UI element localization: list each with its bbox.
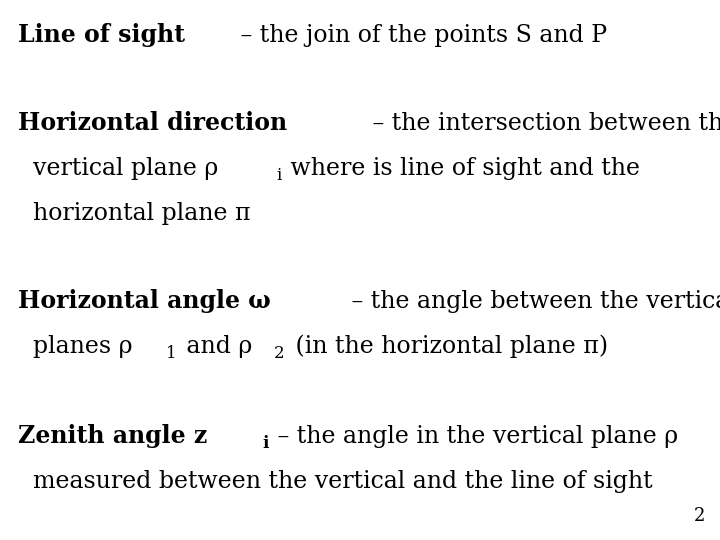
Text: – the intersection between the: – the intersection between the	[365, 112, 720, 135]
Text: Line of sight: Line of sight	[18, 23, 185, 47]
Text: i: i	[276, 167, 282, 184]
Text: 2: 2	[274, 345, 284, 362]
Text: 2: 2	[693, 507, 705, 525]
Text: i: i	[262, 435, 269, 452]
Text: Zenith angle z: Zenith angle z	[18, 424, 207, 448]
Text: – the join of the points S and P: – the join of the points S and P	[233, 24, 608, 47]
Text: horizontal plane π: horizontal plane π	[18, 202, 251, 225]
Text: – the angle in the vertical plane ρ: – the angle in the vertical plane ρ	[271, 425, 678, 448]
Text: where is line of sight and the: where is line of sight and the	[283, 157, 640, 180]
Text: vertical plane ρ: vertical plane ρ	[18, 157, 218, 180]
Text: Horizontal direction: Horizontal direction	[18, 111, 287, 135]
Text: and ρ: and ρ	[179, 335, 253, 358]
Text: (in the horizontal plane π): (in the horizontal plane π)	[288, 334, 608, 358]
Text: 1: 1	[166, 345, 176, 362]
Text: – the angle between the vertical: – the angle between the vertical	[344, 290, 720, 313]
Text: planes ρ: planes ρ	[18, 335, 132, 358]
Text: Horizontal angle ω: Horizontal angle ω	[18, 289, 271, 313]
Text: measured between the vertical and the line of sight: measured between the vertical and the li…	[18, 470, 652, 493]
